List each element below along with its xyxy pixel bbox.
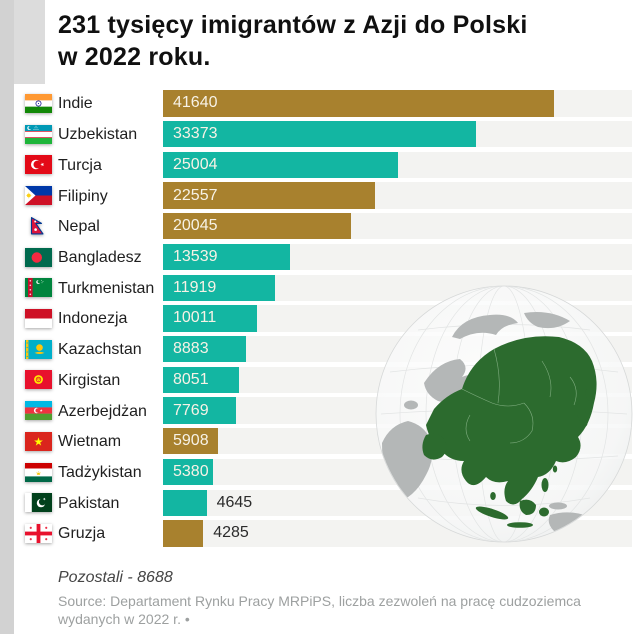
bar (163, 305, 257, 332)
country-label: Indie (58, 95, 93, 113)
bar-value: 33373 (173, 125, 218, 143)
bar (163, 335, 247, 363)
flag-nepal-icon (30, 216, 44, 235)
flag-turkmenistan-icon (25, 278, 52, 298)
bar-value: 25004 (173, 155, 218, 173)
table-row: Turcja 25004 (0, 150, 640, 181)
country-label: Filipiny (58, 187, 108, 205)
bar (163, 397, 236, 424)
bar-value: 22557 (173, 186, 218, 204)
bar (163, 428, 219, 455)
bar (163, 182, 375, 209)
flag-azerbaijan-icon (25, 401, 52, 421)
country-label: Bangladesz (58, 248, 142, 266)
bar-track: 20045 (163, 213, 632, 240)
title-line-1: 231 tysięcy imigrantów z Azji do Polski (58, 11, 528, 39)
bar (163, 90, 554, 117)
source-note: Source: Departament Rynku Pracy MRPiPS, … (58, 593, 610, 628)
left-gray-strip-top (14, 0, 45, 84)
flag-vietnam-icon (25, 431, 52, 451)
flag-bangladesh-icon (25, 247, 52, 267)
flag-kazakhstan-icon (25, 339, 52, 359)
flag-indonesia-icon (25, 309, 52, 329)
table-row: Indie 41640 (0, 89, 640, 120)
bar-track: 25004 (163, 151, 632, 179)
table-row: Uzbekistan 33373 (0, 120, 640, 151)
bar (163, 274, 275, 301)
bar-value: 11919 (173, 278, 217, 296)
bar-value: 13539 (173, 247, 218, 265)
bar-track: 41640 (163, 90, 632, 117)
country-label: Tadżykistan (58, 463, 142, 481)
country-label: Uzbekistan (58, 126, 138, 144)
bar (163, 366, 239, 394)
table-row: Bangladesz 13539 (0, 243, 640, 274)
table-row: Filipiny 22557 (0, 181, 640, 212)
bar-value: 8883 (173, 340, 209, 358)
flag-pakistan-icon (25, 493, 52, 513)
country-label: Azerbejdżan (58, 402, 147, 420)
bar-value: 5380 (173, 463, 209, 480)
country-label: Gruzja (58, 525, 106, 543)
left-gray-strip (0, 0, 14, 634)
bar-value: 7769 (173, 401, 209, 419)
page-title: 231 tysięcy imigrantów z Azji do Polski … (58, 9, 618, 73)
flag-philippines-icon (25, 186, 52, 206)
country-label: Turkmenistan (58, 279, 155, 297)
bar-value: 4645 (216, 493, 253, 511)
bar (163, 243, 290, 271)
country-label: Indonezja (58, 310, 128, 328)
bar (163, 489, 207, 516)
bar-value: 8051 (173, 370, 209, 388)
bar-track: 13539 (163, 243, 632, 271)
title-line-2: w 2022 roku. (58, 43, 211, 71)
country-label: Turcja (58, 156, 102, 174)
country-label: Wietnam (58, 433, 122, 451)
table-row: Nepal 20045 (0, 212, 640, 243)
bar (163, 520, 204, 547)
flag-kyrgyzstan-icon (25, 370, 52, 390)
bar (163, 151, 398, 179)
country-label: Kirgistan (58, 371, 121, 389)
country-label: Kazachstan (58, 341, 142, 359)
bar-value: 5908 (173, 432, 209, 450)
bar-track: 22557 (163, 182, 632, 209)
flag-india-icon (25, 94, 52, 113)
bar-track: 33373 (163, 120, 632, 148)
bar (163, 213, 352, 240)
flag-turkey-icon (25, 155, 52, 175)
asia-globe-image (375, 285, 633, 543)
bar-value: 4285 (213, 524, 249, 542)
country-label: Pakistan (58, 494, 120, 512)
flag-georgia-icon (25, 524, 52, 544)
bar-value: 41640 (173, 94, 218, 112)
flag-uzbekistan-icon (25, 124, 52, 144)
country-label: Nepal (58, 218, 100, 236)
source-line-1: Source: Departament Rynku Pracy MRPiPS, … (58, 593, 581, 609)
pozostali-note: Pozostali - 8688 (58, 569, 173, 586)
bar (163, 120, 477, 148)
flag-tajikistan-icon (25, 462, 52, 482)
source-line-2: wydanych w 2022 r. • (58, 610, 190, 627)
bar-value: 10011 (173, 309, 217, 327)
bar (163, 458, 214, 486)
bar-value: 20045 (173, 217, 218, 235)
